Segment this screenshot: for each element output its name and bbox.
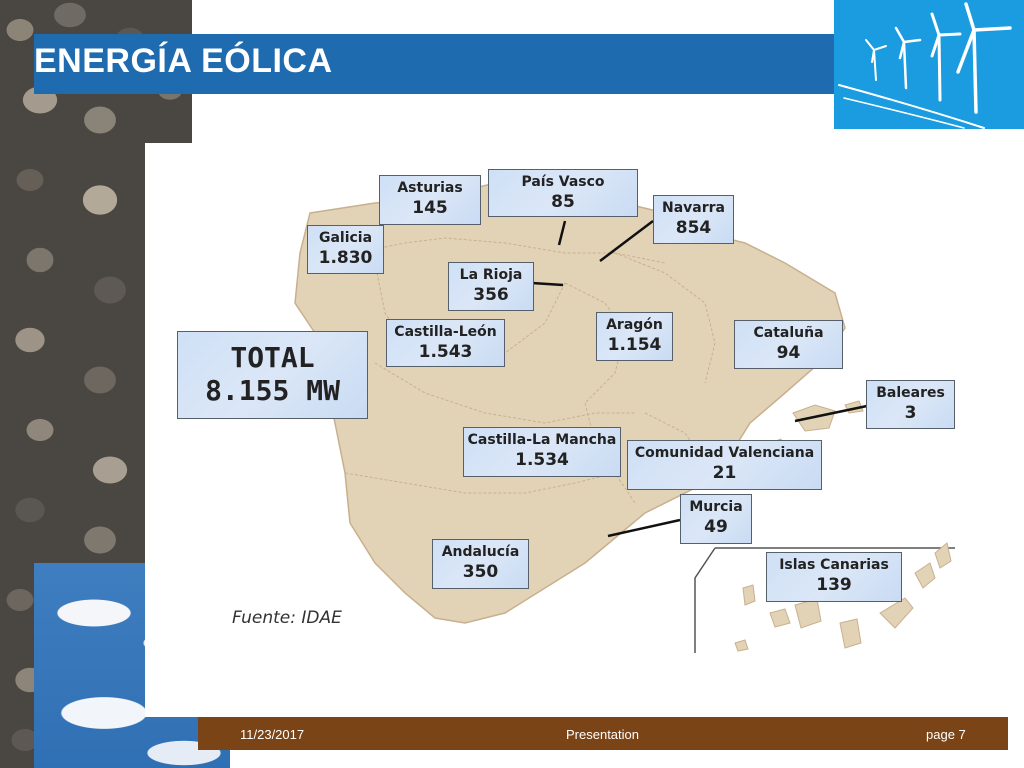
region-name: País Vasco xyxy=(521,174,605,190)
region-name: Aragón xyxy=(606,317,663,333)
region-value: 94 xyxy=(776,343,801,363)
region-name: Murcia xyxy=(689,499,743,515)
footer-date: 11/23/2017 xyxy=(240,727,305,742)
region-label-islas-canarias: Islas Canarias 139 xyxy=(766,552,902,602)
mainland-spain xyxy=(294,182,846,624)
region-label-aragon: Aragón 1.154 xyxy=(596,312,673,361)
region-label-baleares: Baleares 3 xyxy=(866,380,955,429)
leader-lines xyxy=(531,220,868,538)
footer-bar xyxy=(198,717,1008,750)
region-name: Galicia xyxy=(318,230,373,246)
total-value: 8.155 MW xyxy=(205,374,340,407)
region-value: 356 xyxy=(473,285,509,305)
region-value: 85 xyxy=(551,192,575,212)
total-label: TOTAL xyxy=(230,341,315,374)
region-name: Asturias xyxy=(397,180,463,196)
spain-map xyxy=(294,182,955,653)
region-value: 1.543 xyxy=(418,342,473,362)
region-value: 854 xyxy=(675,218,712,238)
region-label-castilla-leon: Castilla-León 1.543 xyxy=(386,319,505,367)
region-value: 1.534 xyxy=(515,450,569,470)
title-bar xyxy=(34,34,834,94)
region-label-andalucia: Andalucía 350 xyxy=(432,539,529,589)
region-label-galicia: Galicia 1.830 xyxy=(307,225,384,274)
region-name: Andalucía xyxy=(441,544,520,560)
footer-page-number: page 7 xyxy=(926,727,966,742)
region-name: Baleares xyxy=(876,385,945,401)
wind-turbine-icon xyxy=(834,0,1024,129)
region-name: Cataluña xyxy=(753,325,824,341)
region-value: 145 xyxy=(412,198,448,218)
region-name: Islas Canarias xyxy=(779,557,889,573)
region-label-la-rioja: La Rioja 356 xyxy=(448,262,534,311)
region-value: 21 xyxy=(712,463,737,483)
region-name: La Rioja xyxy=(459,267,523,283)
region-label-castilla-la-mancha: Castilla-La Mancha 1.534 xyxy=(463,427,621,477)
region-label-asturias: Asturias 145 xyxy=(379,175,481,225)
footer-center: Presentation xyxy=(566,727,639,742)
source-note: Fuente: IDAE xyxy=(232,608,342,628)
region-name: Castilla-León xyxy=(394,324,497,340)
region-label-cataluna: Cataluña 94 xyxy=(734,320,843,369)
region-name: Navarra xyxy=(662,200,725,216)
canary-islands xyxy=(734,542,952,652)
region-name: Castilla-La Mancha xyxy=(467,432,617,448)
canary-inset-frame xyxy=(694,547,716,653)
region-value: 3 xyxy=(904,403,917,423)
slide-title: ENERGÍA EÓLICA xyxy=(34,42,333,80)
region-value: 350 xyxy=(462,562,499,582)
region-label-navarra: Navarra 854 xyxy=(653,195,734,244)
region-label-comunidad-valenciana: Comunidad Valenciana 21 xyxy=(627,440,822,490)
region-value: 1.154 xyxy=(607,335,662,355)
region-value: 49 xyxy=(704,517,728,537)
region-label-pais-vasco: País Vasco 85 xyxy=(488,169,638,217)
total-box: TOTAL 8.155 MW xyxy=(177,331,368,419)
region-label-murcia: Murcia 49 xyxy=(680,494,752,544)
region-name: Comunidad Valenciana xyxy=(634,445,815,461)
region-value: 139 xyxy=(816,575,852,595)
region-value: 1.830 xyxy=(318,248,373,268)
